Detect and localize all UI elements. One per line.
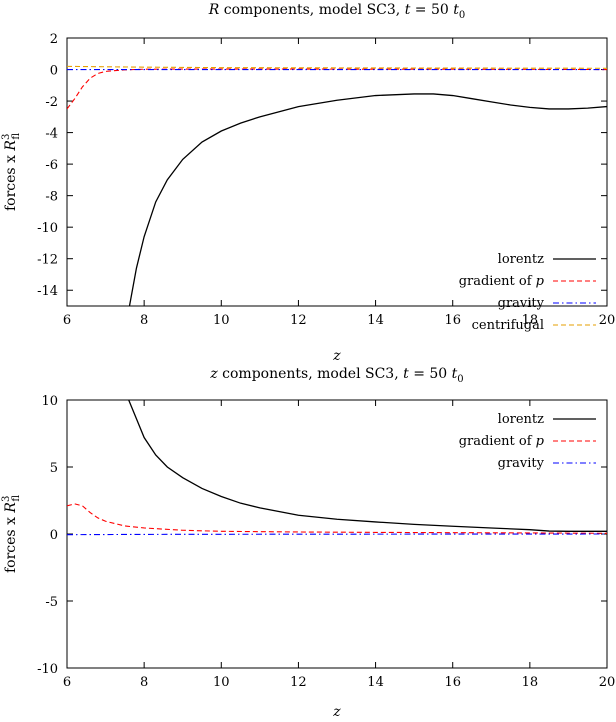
x-tick-label: 18 bbox=[522, 675, 539, 690]
x-tick-label: 12 bbox=[290, 675, 307, 690]
y-tick-label: 0 bbox=[50, 528, 58, 543]
x-tick-label: 10 bbox=[213, 313, 230, 328]
y-tick-label: -5 bbox=[45, 595, 58, 610]
y-axis-label: forces x R3fl bbox=[1, 133, 22, 211]
legend-label: lorentz bbox=[498, 412, 544, 427]
x-tick-label: 6 bbox=[63, 675, 71, 690]
legend: lorentz gradient of p gravity bbox=[459, 412, 596, 471]
legend-label: lorentz bbox=[498, 252, 544, 267]
x-tick-label: 8 bbox=[140, 313, 148, 328]
legend-label: gravity bbox=[498, 456, 545, 471]
x-tick-label: 18 bbox=[522, 313, 539, 328]
y-tick-label: 10 bbox=[41, 394, 58, 409]
y-tick-label: 2 bbox=[50, 32, 58, 47]
series-line-gradient-of-p bbox=[67, 503, 607, 534]
chart-title: R components, model SC3, t = 50 t0 bbox=[208, 2, 466, 21]
y-tick-label: -14 bbox=[37, 284, 58, 299]
y-axis-label: forces x R3fl bbox=[1, 495, 22, 573]
legend-label: gradient of p bbox=[459, 274, 545, 289]
x-tick-label: 14 bbox=[367, 313, 384, 328]
legend-label: gradient of p bbox=[459, 434, 545, 449]
y-tick-label: -8 bbox=[45, 190, 58, 205]
y-tick-label: -12 bbox=[37, 253, 58, 268]
y-tick-label: 0 bbox=[50, 64, 58, 79]
panel-z-components: z components, model SC3, t = 50 t0 6 8 10 12… bbox=[1, 366, 615, 720]
x-tick-label: 20 bbox=[599, 313, 616, 328]
x-axis-label: z bbox=[332, 704, 341, 720]
series-line-gradient-of-p bbox=[67, 68, 607, 110]
x-tick-label: 10 bbox=[213, 675, 230, 690]
y-tick-label: -6 bbox=[45, 158, 58, 173]
y-tick-label: 5 bbox=[50, 461, 58, 476]
y-tick-label: -10 bbox=[37, 662, 58, 677]
plot-frame bbox=[66, 37, 608, 307]
x-tick-label: 6 bbox=[63, 313, 71, 328]
chart-title: z components, model SC3, t = 50 t0 bbox=[209, 366, 463, 385]
y-tick-label: -4 bbox=[45, 127, 58, 142]
x-tick-label: 16 bbox=[444, 313, 461, 328]
legend-label: centrifugal bbox=[472, 318, 544, 333]
x-tick-label: 12 bbox=[290, 313, 307, 328]
y-tick-label: -10 bbox=[37, 221, 58, 236]
series-line-lorentz bbox=[128, 400, 607, 532]
x-tick-label: 20 bbox=[599, 675, 616, 690]
panel-r-components: R components, model SC3, t = 50 t0 6 8 10 12… bbox=[1, 2, 615, 364]
x-tick-label: 8 bbox=[140, 675, 148, 690]
series-line-lorentz bbox=[128, 93, 607, 306]
legend-label: gravity bbox=[498, 296, 545, 311]
legend: lorentz gradient of p gravity centrifugal bbox=[459, 252, 596, 333]
x-axis-label: z bbox=[332, 348, 341, 364]
series-line-gravity bbox=[67, 533, 607, 536]
y-tick-label: -2 bbox=[45, 95, 58, 110]
x-tick-label: 14 bbox=[367, 675, 384, 690]
x-tick-label: 16 bbox=[444, 675, 461, 690]
series-line-centrifugal bbox=[67, 65, 607, 69]
